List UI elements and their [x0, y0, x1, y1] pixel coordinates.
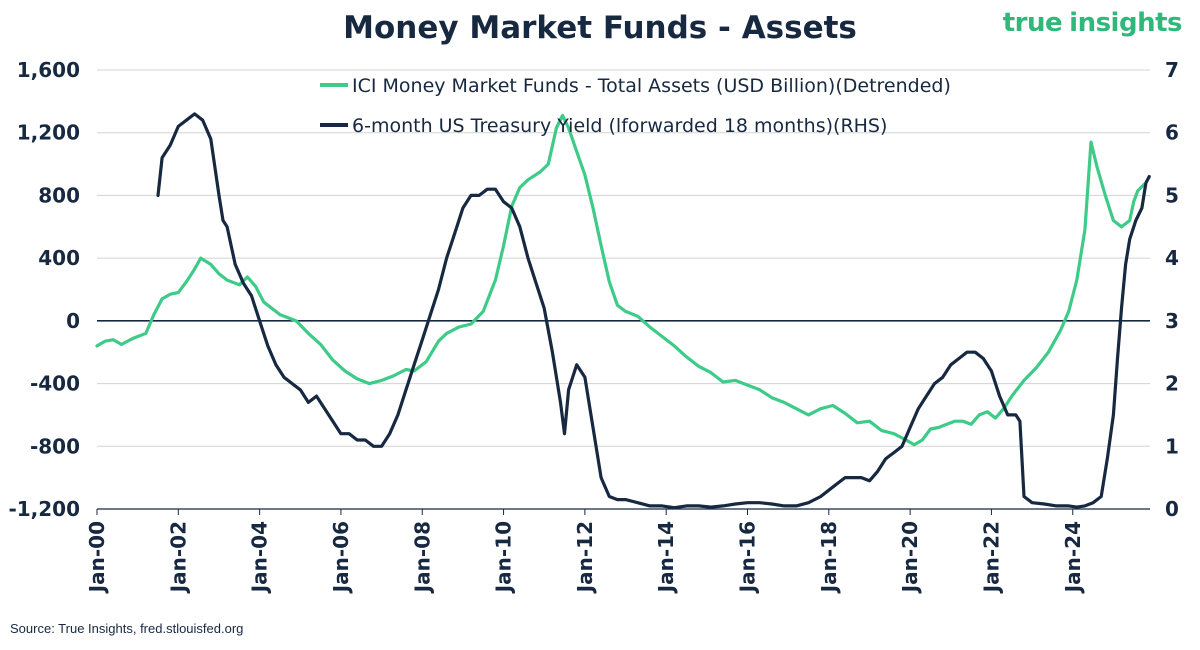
brand-word-true: true: [1002, 8, 1063, 38]
x-tick-label: Jan-22: [979, 521, 1003, 594]
x-tick-label: Jan-24: [1061, 521, 1085, 594]
x-tick-label: Jan-08: [410, 521, 434, 594]
left-tick-label: 1,200: [17, 121, 80, 145]
x-tick-label: Jan-14: [654, 521, 678, 594]
x-axis-ticks: Jan-00 Jan-02 Jan-04 Jan-06 Jan-08 Jan-10 Jan-…: [85, 509, 1085, 594]
x-tick-label: Jan-04: [248, 521, 272, 594]
brand-word-insights: insights: [1069, 8, 1182, 38]
right-tick-label: 2: [1165, 372, 1179, 396]
right-axis-ticks: 0 1 2 3 4 5 6 7: [1165, 58, 1179, 521]
legend-label-mmf: ICI Money Market Funds - Total Assets (U…: [352, 75, 951, 97]
x-tick-label: Jan-10: [492, 521, 516, 594]
right-tick-label: 6: [1165, 121, 1179, 145]
left-tick-label: 1,600: [17, 58, 80, 82]
x-tick-label: Jan-00: [85, 521, 109, 594]
x-tick-label: Jan-16: [736, 521, 760, 594]
brand-logo: true insights: [1002, 8, 1183, 38]
chart-title: Money Market Funds - Assets: [343, 10, 857, 46]
gridlines: [97, 69, 1150, 510]
source-note: Source: True Insights, fred.stlouisfed.o…: [10, 621, 244, 636]
left-tick-label: -400: [30, 372, 80, 396]
legend: ICI Money Market Funds - Total Assets (U…: [320, 75, 951, 137]
right-tick-label: 3: [1165, 309, 1179, 333]
x-tick-label: Jan-12: [573, 521, 597, 594]
left-tick-label: -800: [30, 434, 80, 458]
right-tick-label: 7: [1165, 58, 1179, 82]
x-tick-label: Jan-02: [166, 521, 190, 594]
left-tick-label: 400: [38, 246, 80, 270]
left-axis-ticks: -1,200 -800 -400 0 400 800 1,200 1,600: [8, 58, 80, 521]
left-tick-label: -1,200: [8, 497, 80, 521]
legend-label-yield: 6-month US Treasury Yield (lforwarded 18…: [352, 115, 887, 137]
left-tick-label: 0: [66, 309, 80, 333]
left-tick-label: 800: [38, 183, 80, 207]
right-tick-label: 0: [1165, 497, 1179, 521]
series-lines: [95, 112, 1151, 510]
series-line-mmf-assets: [95, 113, 1146, 447]
x-tick-label: Jan-06: [329, 521, 353, 594]
right-tick-label: 1: [1165, 434, 1179, 458]
right-tick-label: 4: [1165, 246, 1179, 270]
x-tick-label: Jan-20: [898, 521, 922, 594]
right-tick-label: 5: [1165, 183, 1179, 207]
series-line-treasury-yield: [156, 112, 1151, 510]
x-tick-label: Jan-18: [817, 521, 841, 594]
